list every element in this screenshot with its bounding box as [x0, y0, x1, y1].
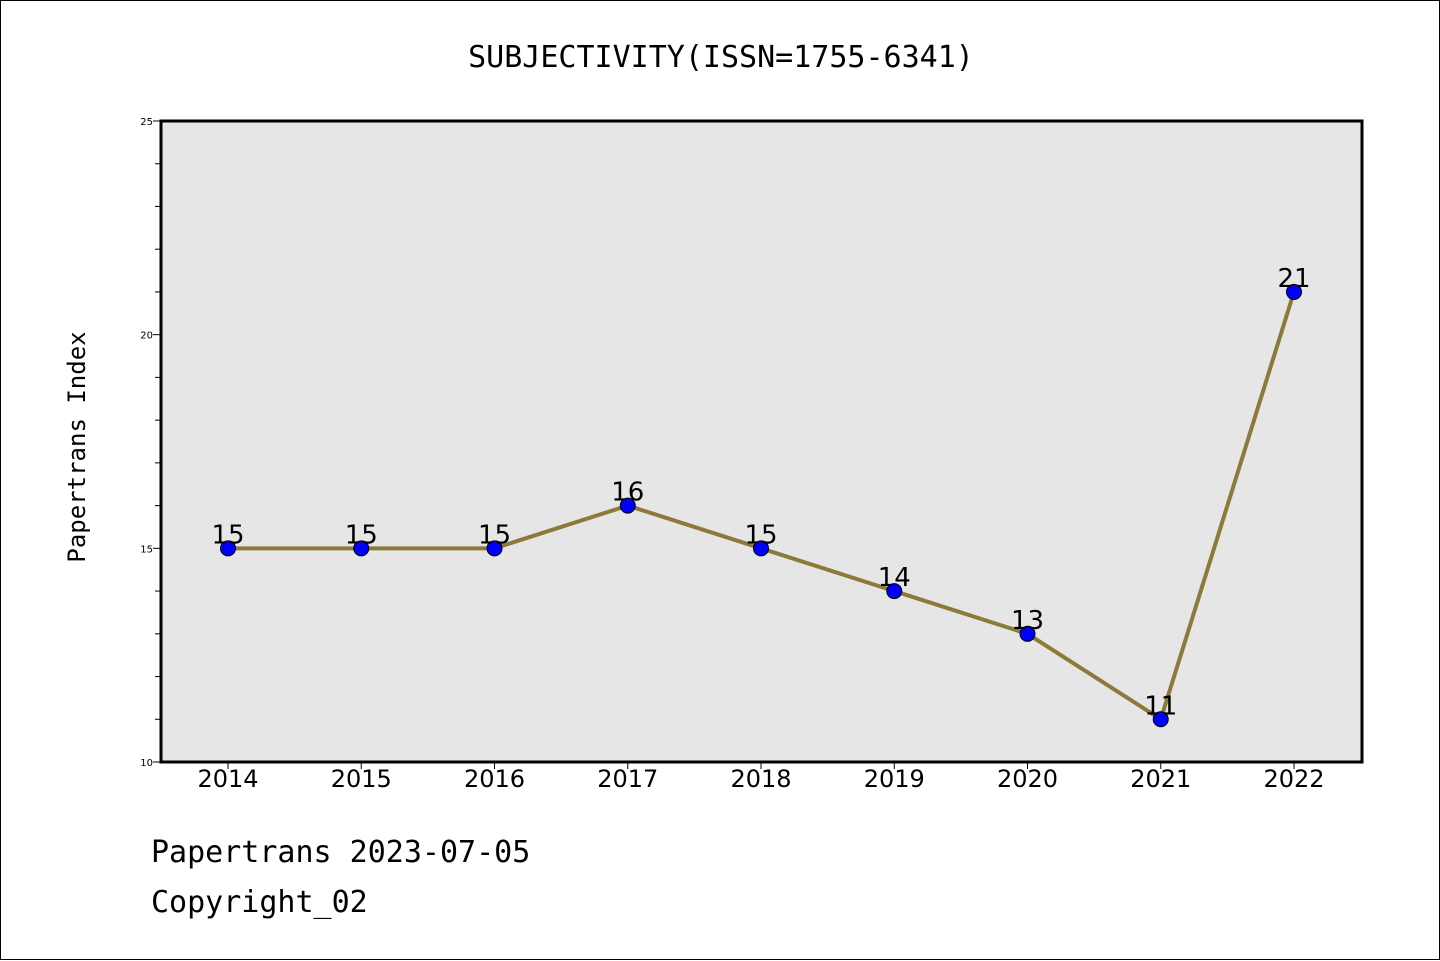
data-point [220, 540, 236, 557]
data-label: 15 [345, 520, 378, 550]
footer-date: Papertrans 2023-07-05 [151, 835, 531, 870]
data-label: 15 [211, 520, 244, 550]
x-tick-label: 2018 [730, 765, 791, 793]
x-tick-label: 2016 [464, 765, 525, 793]
data-point [753, 540, 769, 557]
data-label: 15 [478, 520, 511, 550]
data-label: 11 [1144, 691, 1177, 721]
data-point [886, 583, 903, 600]
x-tick-label: 2020 [997, 765, 1058, 793]
data-point [486, 540, 503, 557]
series-group: 15 15 15 16 15 14 13 11 21 [211, 264, 1311, 728]
data-point [619, 497, 636, 514]
x-tick-label: 2015 [331, 765, 392, 793]
x-tick-label: 2019 [864, 765, 925, 793]
x-tick-label: 2014 [197, 765, 258, 793]
y-tick-label: 15 [140, 544, 153, 555]
data-point [353, 540, 370, 557]
data-point [1152, 711, 1169, 728]
y-tick-label: 10 [140, 758, 153, 769]
data-label: 15 [744, 520, 777, 550]
data-point [1019, 625, 1036, 642]
data-label: 16 [611, 478, 644, 508]
data-label: 21 [1277, 264, 1310, 294]
y-tick-label: 25 [140, 117, 153, 128]
footer-copyright: Copyright_02 [151, 885, 368, 920]
chart-title: SUBJECTIVITY(ISSN=1755-6341) [468, 40, 974, 75]
x-tick-label: 2021 [1130, 765, 1191, 793]
data-label: 14 [878, 563, 911, 593]
plot-area [159, 119, 1364, 764]
x-tick-label: 2017 [597, 765, 658, 793]
y-axis: 10 15 20 25 [140, 117, 161, 769]
data-label: 13 [1011, 606, 1044, 636]
y-axis-label: Papertrans Index [63, 331, 91, 562]
y-tick-label: 20 [140, 331, 153, 342]
data-point [1286, 283, 1302, 300]
x-axis: 2014 2015 2016 2017 2018 2019 2020 2021 2022 [197, 762, 1325, 793]
x-tick-label: 2022 [1263, 765, 1324, 793]
